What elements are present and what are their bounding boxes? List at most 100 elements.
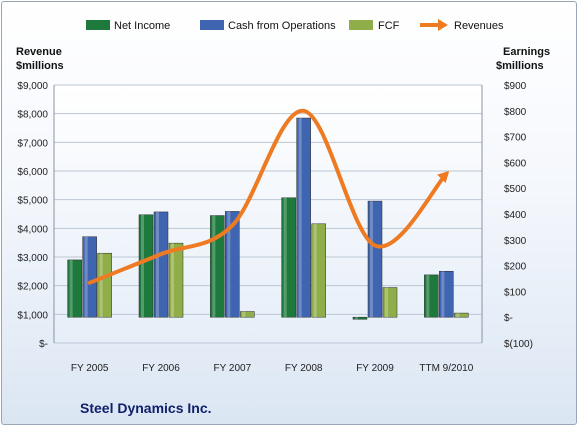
left-tick-label: $2,000	[17, 282, 48, 293]
left-tick-label: $6,000	[17, 167, 48, 178]
bar-fcf-fy-2008	[311, 223, 326, 318]
bar-highlight	[441, 271, 445, 318]
legend-swatch-cash-from-operations	[200, 20, 224, 30]
right-tick-label: $(100)	[504, 339, 533, 350]
left-tick-label: $7,000	[17, 138, 48, 149]
bar-cash-from-operations-ttm-9-2010	[439, 271, 454, 318]
bar-fcf-fy-2005	[97, 252, 112, 318]
left-tick-label: $9,000	[17, 81, 48, 92]
bar-net-income-ttm-9-2010	[424, 274, 439, 318]
bar-highlight	[84, 236, 88, 318]
bar-body	[424, 274, 439, 318]
gridlines	[53, 84, 483, 344]
bar-body	[153, 211, 169, 318]
legend-label-fcf: FCF	[378, 20, 400, 32]
bar-body	[454, 312, 469, 318]
bar-highlight	[171, 243, 174, 318]
right-tick-label: $100	[504, 287, 527, 298]
bar-body	[67, 259, 82, 318]
bar-cash-from-operations-fy-2006	[153, 211, 169, 318]
bar-highlight	[456, 313, 460, 318]
bar-highlight	[298, 118, 302, 318]
category-label: FY 2009	[356, 363, 394, 374]
right-axis-title-line2: $millions	[496, 60, 544, 72]
right-axis-ticks: $(100) $- $100 $200 $300 $400 $500 $600 $700 $800…	[504, 81, 533, 350]
category-label: FY 2005	[71, 363, 109, 374]
bar-highlight	[283, 197, 287, 318]
bar-body	[382, 287, 398, 318]
bar-highlight	[156, 211, 159, 318]
bar-body	[296, 117, 311, 318]
right-tick-label: $400	[504, 210, 527, 221]
bar-fcf-fy-2009	[382, 287, 398, 318]
bar-highlight	[426, 274, 430, 318]
left-tick-label: $4,000	[17, 224, 48, 235]
right-tick-label: $-	[504, 313, 513, 324]
bar-cash-from-operations-fy-2005	[82, 236, 97, 318]
bar-highlight	[355, 317, 358, 320]
bar-body	[97, 252, 112, 318]
revenue-line	[87, 108, 450, 285]
bar-net-income-fy-2008	[281, 197, 296, 318]
bar-cash-from-operations-fy-2009	[367, 200, 383, 318]
left-axis-title-line1: Revenue	[16, 46, 62, 58]
category-label: FY 2008	[285, 363, 323, 374]
bar-highlight	[370, 201, 373, 318]
right-tick-label: $800	[504, 107, 527, 118]
bar-net-income-fy-2006	[138, 214, 154, 318]
left-tick-label: $1,000	[17, 310, 48, 321]
category-label: FY 2006	[142, 363, 180, 374]
bar-highlight	[242, 311, 246, 318]
bar-body	[352, 316, 368, 320]
right-tick-label: $900	[504, 81, 527, 92]
left-axis-title-line2: $millions	[16, 60, 64, 72]
legend-label-net-income: Net Income	[114, 20, 170, 32]
bar-fcf-fy-2006	[168, 242, 184, 318]
right-tick-label: $300	[504, 236, 527, 247]
left-tick-label: $-	[39, 339, 48, 350]
right-tick-label: $700	[504, 133, 527, 144]
legend-label-cash-from-operations: Cash from Operations	[228, 20, 336, 32]
category-label: TTM 9/2010	[419, 363, 473, 374]
bar-fcf-ttm-9-2010	[454, 312, 469, 318]
bars	[67, 117, 469, 320]
bar-body	[311, 223, 326, 318]
category-labels: FY 2005 FY 2006 FY 2007 FY 2008 FY 2009 TTM 9…	[71, 363, 474, 374]
bar-fcf-fy-2007	[240, 311, 255, 318]
legend: Net Income Cash from Operations FCF Reve…	[86, 19, 504, 32]
right-tick-label: $200	[504, 262, 527, 273]
revenue-line-arrowhead	[437, 171, 450, 184]
bar-body	[82, 236, 97, 318]
legend-swatch-fcf	[349, 20, 373, 30]
right-tick-label: $600	[504, 158, 527, 169]
bar-highlight	[313, 223, 317, 318]
bar-highlight	[212, 215, 216, 318]
right-axis-title-line1: Earnings	[503, 46, 550, 58]
bar-highlight	[385, 287, 388, 318]
bar-net-income-fy-2009	[352, 316, 368, 320]
chart-title: Steel Dynamics Inc.	[80, 400, 212, 416]
legend-swatch-revenues	[420, 19, 448, 31]
bar-cash-from-operations-fy-2008	[296, 117, 311, 318]
bar-body	[225, 211, 240, 318]
bar-net-income-fy-2005	[67, 259, 82, 318]
bar-body	[138, 214, 154, 318]
plot-area	[54, 85, 482, 343]
category-label: FY 2007	[214, 363, 252, 374]
bar-highlight	[99, 253, 103, 318]
left-tick-label: $5,000	[17, 196, 48, 207]
bar-body	[281, 197, 296, 318]
bar-cash-from-operations-fy-2007	[225, 211, 240, 318]
bar-body	[168, 242, 184, 318]
revenue-line-path	[87, 108, 449, 285]
legend-label-revenues: Revenues	[454, 20, 504, 32]
bar-highlight	[69, 259, 73, 318]
right-tick-label: $500	[504, 184, 527, 195]
left-tick-label: $8,000	[17, 110, 48, 121]
left-axis-ticks: $- $1,000 $2,000 $3,000 $4,000 $5,000 $6,000 $7…	[17, 81, 48, 350]
bar-highlight	[227, 211, 231, 318]
left-tick-label: $3,000	[17, 253, 48, 264]
bar-net-income-fy-2007	[210, 215, 225, 318]
